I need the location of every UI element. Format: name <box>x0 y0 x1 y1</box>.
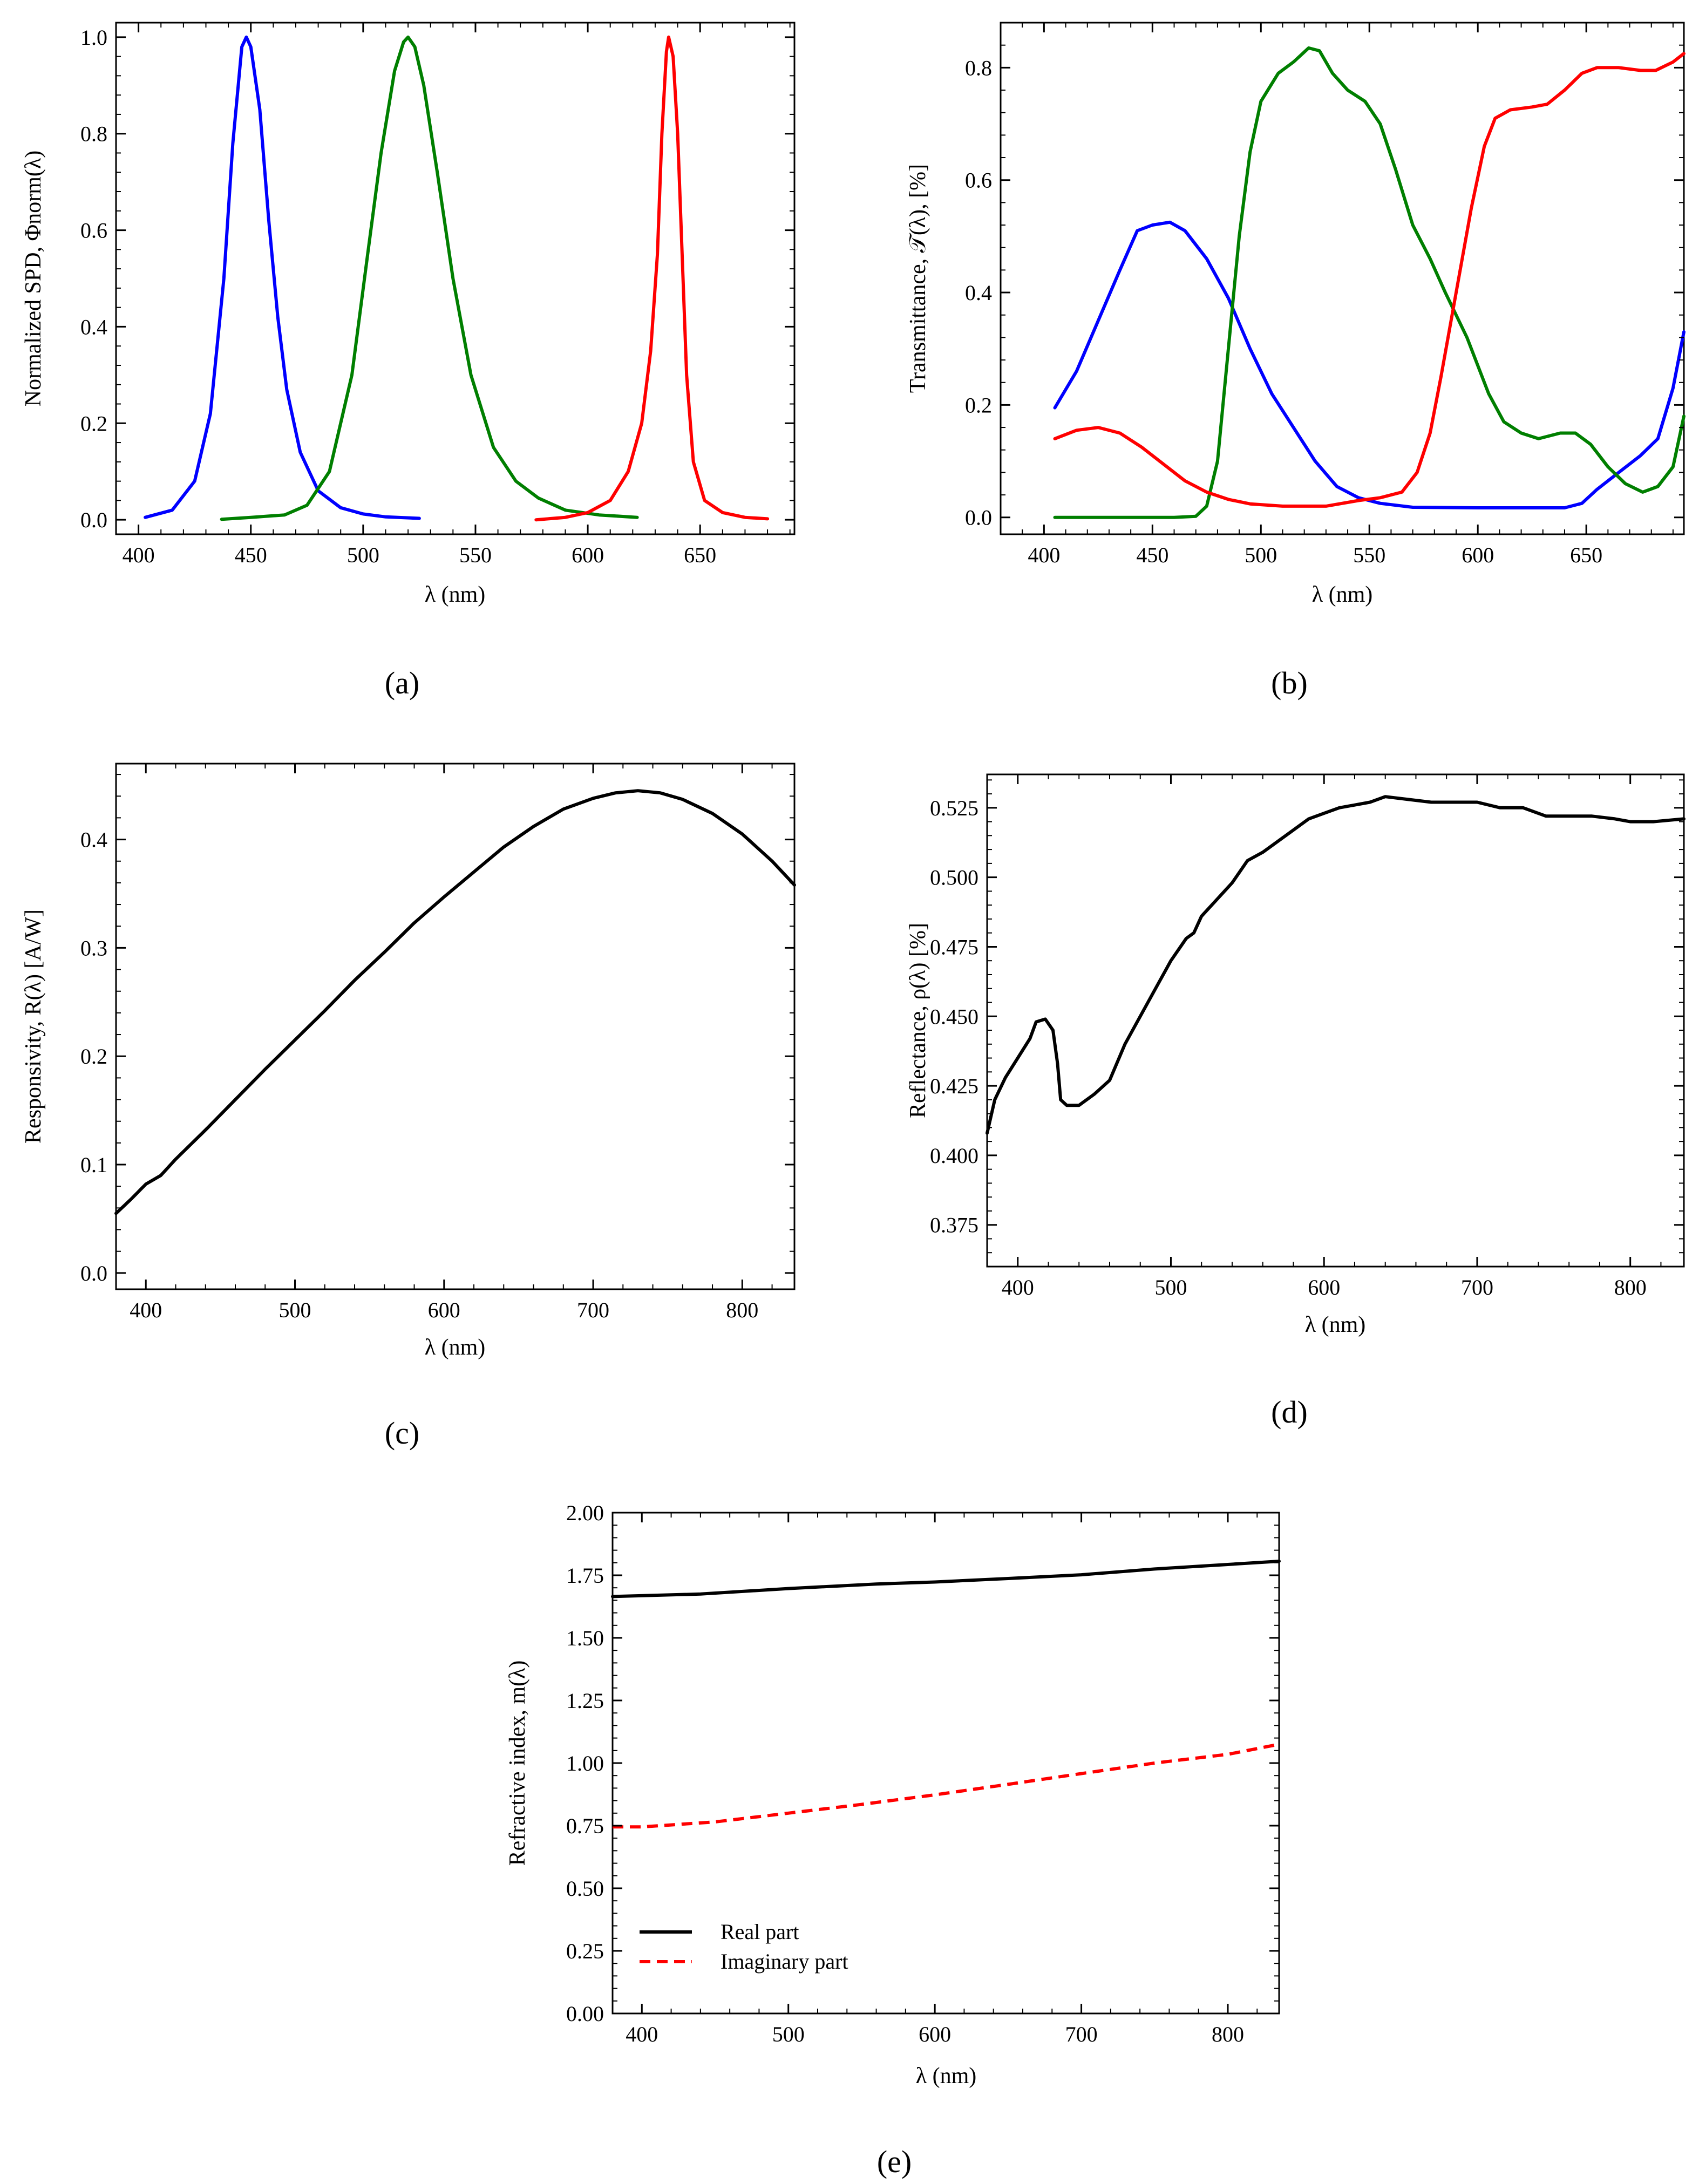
x-tick-label: 650 <box>684 543 716 567</box>
y-axis-label: Reflectance, ρ(λ) [%] <box>906 923 930 1118</box>
x-axis-label: λ (nm) <box>425 582 486 607</box>
series-line-imaginary-part <box>613 1743 1280 1829</box>
x-tick-label: 700 <box>1461 1275 1493 1299</box>
y-tick-label: 1.50 <box>566 1626 604 1650</box>
y-tick-label: 0.00 <box>566 2002 604 2026</box>
chart-panel-e: 400 500 600 700 800 0.00 0.25 0.50 0.75 1.00 1.25 1… <box>505 1501 1281 2179</box>
y-tick-label: 0.0 <box>80 1261 107 1285</box>
x-tick-label: 400 <box>626 2022 658 2046</box>
x-tick-label: 600 <box>1462 543 1494 567</box>
series-line-responsivity <box>114 789 796 1215</box>
y-tick-label: 0.4 <box>965 281 992 305</box>
y-axis-label: Responsivity, R(λ) [A/W] <box>21 909 46 1144</box>
x-tick-label: 600 <box>1308 1275 1340 1299</box>
x-tick-label: 450 <box>1136 543 1168 567</box>
y-tick-label: 0.450 <box>930 1004 978 1029</box>
x-tick-label: 400 <box>1028 543 1060 567</box>
x-tick-label: 500 <box>1245 543 1277 567</box>
series-line-red <box>534 35 770 522</box>
y-axis-label: Refractive index, m(λ) <box>505 1661 530 1866</box>
y-tick-label: 0.400 <box>930 1144 978 1168</box>
y-tick-label: 0.4 <box>80 828 107 852</box>
y-tick-label: 0.0 <box>965 506 992 530</box>
chart-panel-b: 400 450 500 550 600 650 0.0 0.2 0.4 0.6 0.8 λ (nm)… <box>906 22 1686 700</box>
x-tick-label: 600 <box>919 2022 951 2046</box>
x-tick-label: 650 <box>1570 543 1602 567</box>
series-line-blue <box>144 35 421 520</box>
y-tick-label: 1.75 <box>566 1563 604 1588</box>
y-axis-label: Normalized SPD, Φnorm(λ) <box>21 151 46 407</box>
x-tick-label: 800 <box>1614 1275 1647 1299</box>
series-line-real-part <box>611 1560 1281 1598</box>
chart-panel-d: 400 500 600 700 800 0.375 0.400 0.425 0.450 0.475… <box>906 773 1686 1430</box>
plot-frame <box>1000 22 1685 535</box>
y-tick-label: 0.2 <box>80 411 107 436</box>
x-axis-label: λ (nm) <box>1305 1312 1366 1337</box>
x-tick-label: 800 <box>726 1298 758 1322</box>
x-tick-label: 600 <box>572 543 604 567</box>
y-tick-label: 0.8 <box>80 122 107 146</box>
series-line-green <box>220 35 639 521</box>
y-tick-label: 0.2 <box>80 1044 107 1069</box>
y-tick-label: 0.1 <box>80 1153 107 1177</box>
y-tick-label: 0.6 <box>965 168 992 193</box>
y-tick-label: 0.8 <box>965 56 992 80</box>
y-tick-label: 0.525 <box>930 796 978 820</box>
series-line-red <box>1053 52 1686 508</box>
panel-caption: (d) <box>1271 1394 1308 1430</box>
x-tick-label: 500 <box>772 2022 805 2046</box>
plot-frame <box>611 1512 1280 2015</box>
legend-real-label: Real part <box>721 1920 799 1944</box>
plot-frame <box>986 773 1685 1268</box>
x-tick-label: 400 <box>123 543 155 567</box>
series-line-blue <box>1053 220 1686 509</box>
panel-caption: (b) <box>1271 665 1308 700</box>
y-tick-label: 0.375 <box>930 1213 978 1237</box>
legend-imaginary-label: Imaginary part <box>721 1949 848 1974</box>
x-axis-label: λ (nm) <box>425 1335 486 1360</box>
x-tick-label: 550 <box>1353 543 1385 567</box>
x-tick-label: 700 <box>577 1298 609 1322</box>
y-tick-label: 0.75 <box>566 1814 604 1838</box>
y-tick-label: 0.6 <box>80 219 107 243</box>
y-tick-label: 2.00 <box>566 1501 604 1525</box>
plot-frame <box>115 22 796 535</box>
series-line-reflectance <box>986 795 1686 1135</box>
x-tick-label: 450 <box>235 543 267 567</box>
x-tick-label: 550 <box>459 543 492 567</box>
y-tick-label: 0.4 <box>80 315 107 339</box>
y-tick-label: 0.475 <box>930 935 978 959</box>
y-tick-label: 0.50 <box>566 1876 604 1901</box>
series-line-green <box>1053 46 1686 519</box>
panel-caption: (e) <box>877 2144 912 2179</box>
panel-caption: (a) <box>385 665 419 700</box>
x-tick-label: 500 <box>279 1298 311 1322</box>
y-tick-label: 1.0 <box>80 25 107 50</box>
chart-panel-a: 400 450 500 550 600 650 0.0 0.2 0.4 0.6 0.8 1.0 λ (… <box>21 22 796 700</box>
y-tick-label: 1.00 <box>566 1751 604 1775</box>
plot-frame <box>115 763 796 1290</box>
x-axis-label: λ (nm) <box>916 2064 977 2088</box>
y-tick-label: 0.500 <box>930 866 978 890</box>
x-tick-label: 800 <box>1212 2022 1244 2046</box>
panel-caption: (c) <box>385 1416 419 1451</box>
x-tick-label: 500 <box>347 543 379 567</box>
x-tick-label: 500 <box>1154 1275 1187 1299</box>
x-axis-label: λ (nm) <box>1312 582 1373 607</box>
x-tick-label: 600 <box>428 1298 460 1322</box>
legend: Real part Imaginary part <box>640 1920 848 1974</box>
x-tick-label: 400 <box>130 1298 162 1322</box>
chart-panel-c: 400 500 600 700 800 0.0 0.1 0.2 0.3 0.4 λ (nm) Re… <box>21 763 796 1451</box>
x-tick-label: 400 <box>1002 1275 1034 1299</box>
y-axis-label: Transmittance, 𝒯(λ), [%] <box>906 164 930 393</box>
y-tick-label: 0.3 <box>80 936 107 960</box>
y-tick-label: 0.425 <box>930 1074 978 1098</box>
y-tick-label: 0.2 <box>965 393 992 417</box>
x-tick-label: 700 <box>1065 2022 1098 2046</box>
y-tick-label: 1.25 <box>566 1689 604 1713</box>
y-tick-label: 0.25 <box>566 1939 604 1963</box>
y-tick-label: 0.0 <box>80 508 107 532</box>
